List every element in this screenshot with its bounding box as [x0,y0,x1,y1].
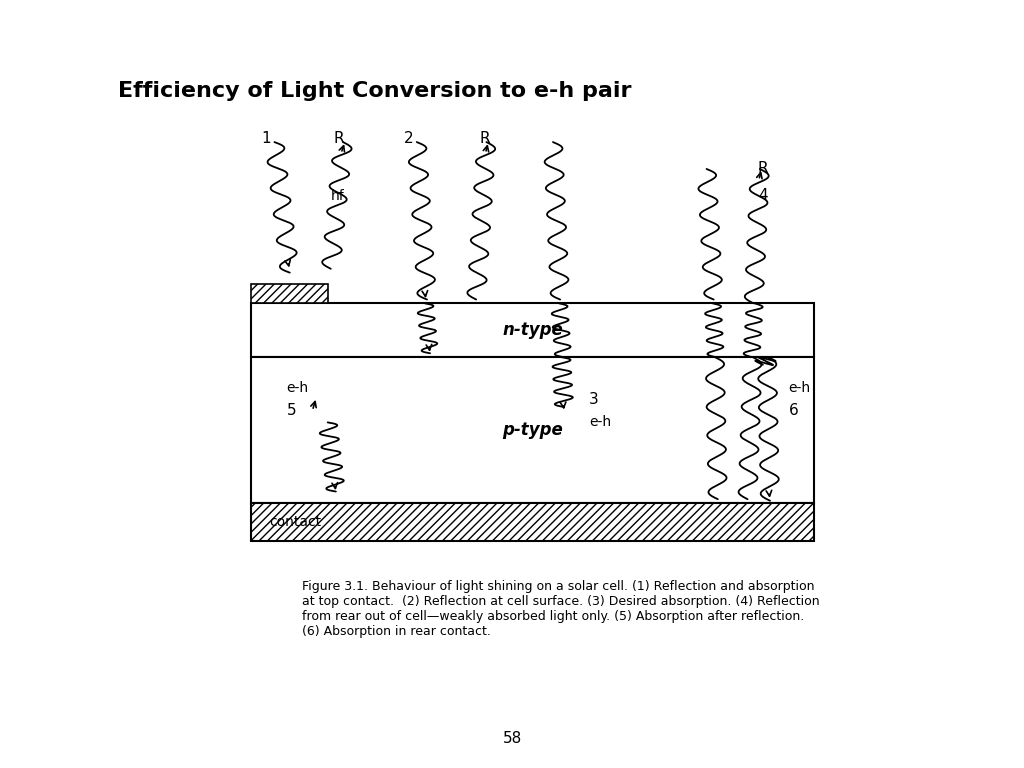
Text: R: R [758,161,768,177]
Text: 4: 4 [758,188,768,204]
Text: e-h: e-h [589,415,611,429]
Text: e-h: e-h [287,381,309,395]
Text: hf: hf [331,189,344,203]
Bar [251,303,814,357]
Text: contact: contact [269,515,322,529]
Text: 1: 1 [261,131,271,146]
Bar [251,503,814,541]
Text: 3: 3 [589,392,599,407]
Bar [251,284,328,303]
Text: 5: 5 [287,403,296,419]
Text: Efficiency of Light Conversion to e-h pair: Efficiency of Light Conversion to e-h pa… [118,81,631,101]
Bar [251,357,814,503]
Text: 2: 2 [403,131,414,146]
Text: p-type: p-type [502,421,563,439]
Text: n-type: n-type [502,321,563,339]
Text: R: R [334,131,344,146]
Text: 6: 6 [788,403,799,419]
Text: Figure 3.1. Behaviour of light shining on a solar cell. (1) Reflection and absor: Figure 3.1. Behaviour of light shining o… [302,580,819,638]
Text: 58: 58 [503,731,521,746]
Text: e-h: e-h [788,381,811,395]
Text: R: R [479,131,489,146]
